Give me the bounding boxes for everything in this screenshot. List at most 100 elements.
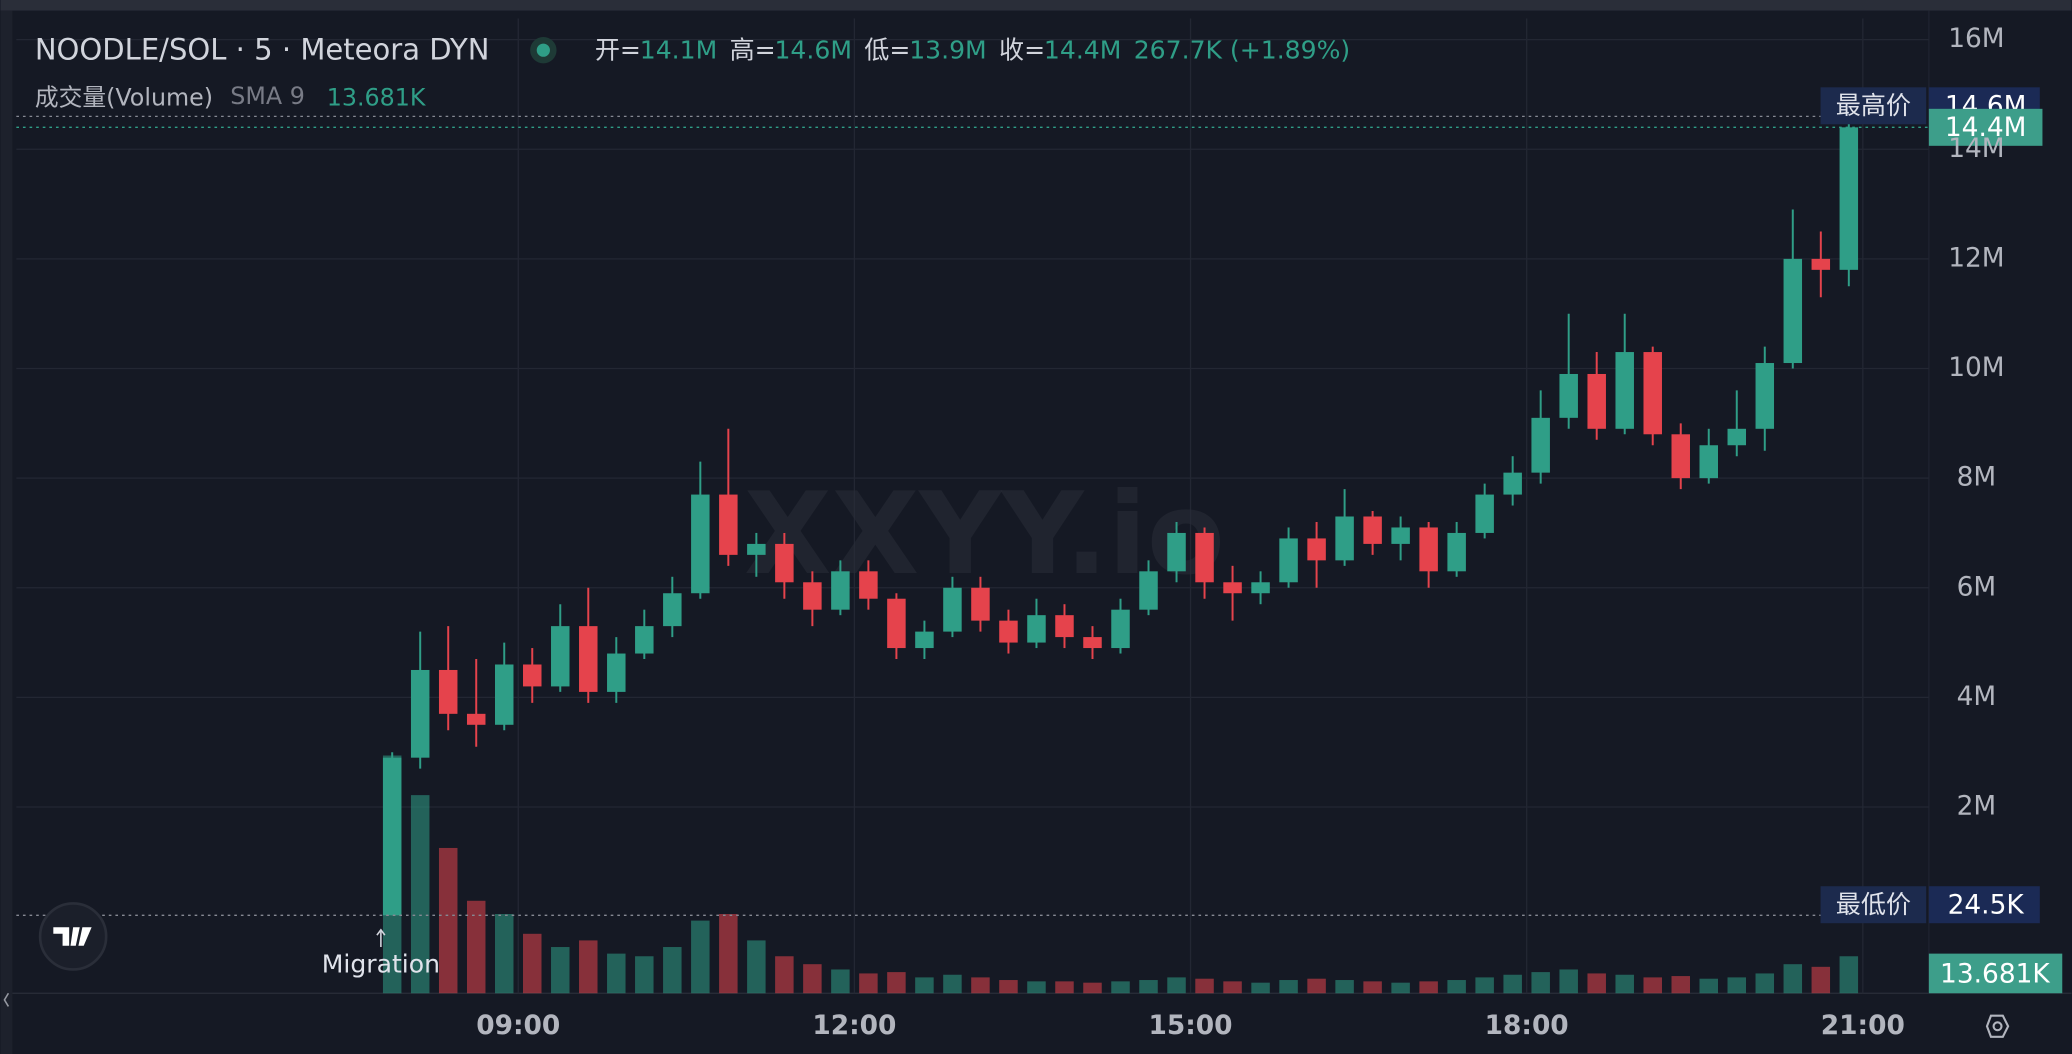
- candle-body: [494, 664, 514, 725]
- candle-body: [551, 626, 570, 687]
- volume-bar: [1783, 964, 1803, 994]
- settings-dot[interactable]: [1992, 1021, 2003, 1032]
- volume-bar: [1027, 981, 1046, 994]
- volume-bar: [719, 913, 738, 994]
- candle-body: [1811, 258, 1831, 270]
- volume-bar: [1475, 977, 1494, 994]
- volume-bar: [1307, 978, 1326, 994]
- candle-body: [1671, 434, 1690, 479]
- candle-body: [635, 626, 654, 654]
- ohlc-legend: 开=14.1M 高=14.6M 低=13.9M 收=14.4M: [595, 36, 1122, 65]
- volume-tag: [1928, 953, 2063, 994]
- volume-bar: [747, 940, 766, 994]
- volume-name: 成交量(Volume): [35, 84, 213, 112]
- volume-bar: [943, 974, 962, 994]
- volume-bar: [691, 920, 710, 994]
- volume-bar: [1811, 966, 1831, 994]
- volume-bar: [1503, 974, 1522, 994]
- volume-bar: [1083, 982, 1102, 994]
- x-tick-label: 21:00: [1821, 1010, 1905, 1041]
- grid: [16, 18, 1929, 994]
- volume-bar: [635, 956, 654, 994]
- volume-sma: 13.681K: [327, 84, 427, 112]
- y-tick-label: 12M: [1948, 242, 2004, 273]
- y-tick-label: 2M: [1957, 791, 1997, 822]
- volume-bar: [466, 900, 486, 994]
- x-tick-label: 09:00: [476, 1010, 560, 1041]
- candle-body: [1055, 615, 1074, 638]
- candle-body: [775, 543, 794, 583]
- x-tick-label: 12:00: [812, 1010, 896, 1041]
- annotation: Migration: [322, 950, 440, 979]
- price-tag: [1928, 108, 2043, 146]
- y-tick-label: 16M: [1948, 23, 2004, 54]
- collapse-arrow[interactable]: [3, 992, 10, 1007]
- volume-bar: [1419, 981, 1438, 994]
- volume-bar: [859, 973, 878, 994]
- candle-body: [1027, 615, 1046, 643]
- chart-title: NOODLE/SOL · 5 · Meteora DYN: [35, 33, 490, 67]
- candle-body: [1279, 538, 1298, 583]
- volume-bar: [1335, 980, 1354, 994]
- price-tag-name: 最高价: [1836, 91, 1911, 120]
- candle-body: [943, 587, 962, 632]
- volume-bar: [1699, 978, 1719, 994]
- ohlc-name: 低=: [864, 36, 910, 65]
- change: 267.7K (+1.89%): [1134, 36, 1350, 65]
- volume-bar: [803, 964, 822, 994]
- volume-bar: [1195, 978, 1214, 994]
- volume-bar: [1279, 980, 1298, 994]
- volume-bar: [1111, 981, 1130, 994]
- price-tag-name-box: [1820, 87, 1927, 125]
- candle-body: [1195, 532, 1214, 583]
- volume-tag-label: 13.681K: [1940, 958, 2050, 989]
- candle-body: [1839, 127, 1859, 270]
- volume-bar: [1671, 976, 1690, 994]
- volume-bar: [438, 847, 458, 994]
- price-tag-label: 14.4M: [1945, 112, 2027, 143]
- ohlc-name: 高=: [730, 36, 776, 65]
- candle-body: [1139, 571, 1158, 610]
- settings-hex[interactable]: [1985, 1014, 2010, 1038]
- volume-bar: [1531, 972, 1550, 994]
- status-dot: [536, 43, 550, 57]
- candle-body: [1727, 428, 1747, 446]
- candle-body: [1419, 527, 1438, 572]
- settings-icon[interactable]: [1985, 1014, 2010, 1038]
- tradingview-logo[interactable]: [38, 902, 108, 971]
- candle-body: [971, 587, 990, 621]
- candle-body: [1307, 538, 1326, 561]
- volume-bar: [1559, 969, 1578, 994]
- candle-body: [1587, 373, 1606, 429]
- ohlc-value: 13.9M: [909, 36, 986, 65]
- candle-body: [1111, 609, 1130, 649]
- ohlc-value: 14.1M: [640, 36, 717, 65]
- candle-body: [1447, 532, 1466, 572]
- top-bar: [0, 0, 2072, 11]
- volume-bar: [971, 977, 990, 994]
- y-tick-label: 4M: [1957, 681, 1997, 712]
- candles: [382, 116, 1859, 916]
- volume-bar: [999, 980, 1018, 994]
- y-tick-label: 10M: [1948, 352, 2004, 383]
- candle-body: [1335, 516, 1354, 561]
- y-tick-label: 14M: [1948, 133, 2004, 164]
- logo-mark[interactable]: [53, 927, 92, 946]
- price-tag: [1928, 886, 2040, 924]
- volume-bar: [1251, 982, 1270, 994]
- volume-bar: [1391, 982, 1410, 994]
- candle-body: [1559, 373, 1578, 418]
- volume-bar: [775, 956, 794, 994]
- candle-body: [607, 653, 626, 692]
- volume-bar: [1055, 981, 1074, 994]
- ohlc-name: 开=: [595, 36, 641, 65]
- candle-body: [1531, 417, 1550, 473]
- volume-bar: [1755, 973, 1775, 994]
- volume-bar: [551, 947, 570, 994]
- candle-body: [1699, 445, 1719, 479]
- volume-indicator: SMA 9: [230, 82, 305, 110]
